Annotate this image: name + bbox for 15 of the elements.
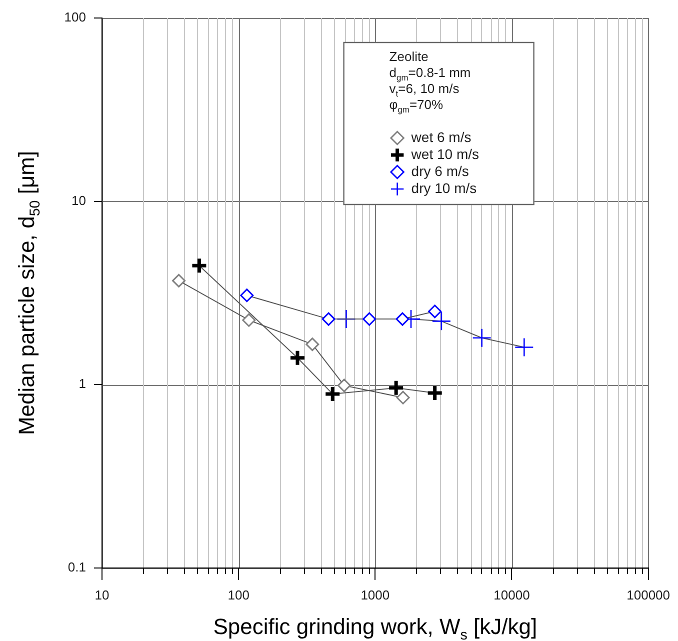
- x-tick-label: 10: [94, 587, 110, 602]
- x-tick-label: 10000: [494, 587, 530, 602]
- x-tick-label: 1000: [360, 587, 390, 602]
- legend-label: dry 6 m/s: [411, 162, 469, 179]
- legend-label: dry 10 m/s: [411, 180, 477, 196]
- x-tick-label: 100: [228, 587, 250, 602]
- y-tick-label: 10: [72, 192, 86, 208]
- x-tick-label: 100000: [626, 587, 670, 602]
- y-tick-label: 100: [64, 10, 86, 25]
- y-tick-label: 1: [78, 376, 86, 392]
- y-axis-title: Median particle size, d50 [μm]: [14, 150, 44, 436]
- annotation: Zeolite: [389, 49, 428, 64]
- y-tick-label: 0.1: [68, 560, 86, 575]
- legend-label: wet 6 m/s: [410, 128, 472, 145]
- legend-label: wet 10 m/s: [410, 146, 480, 162]
